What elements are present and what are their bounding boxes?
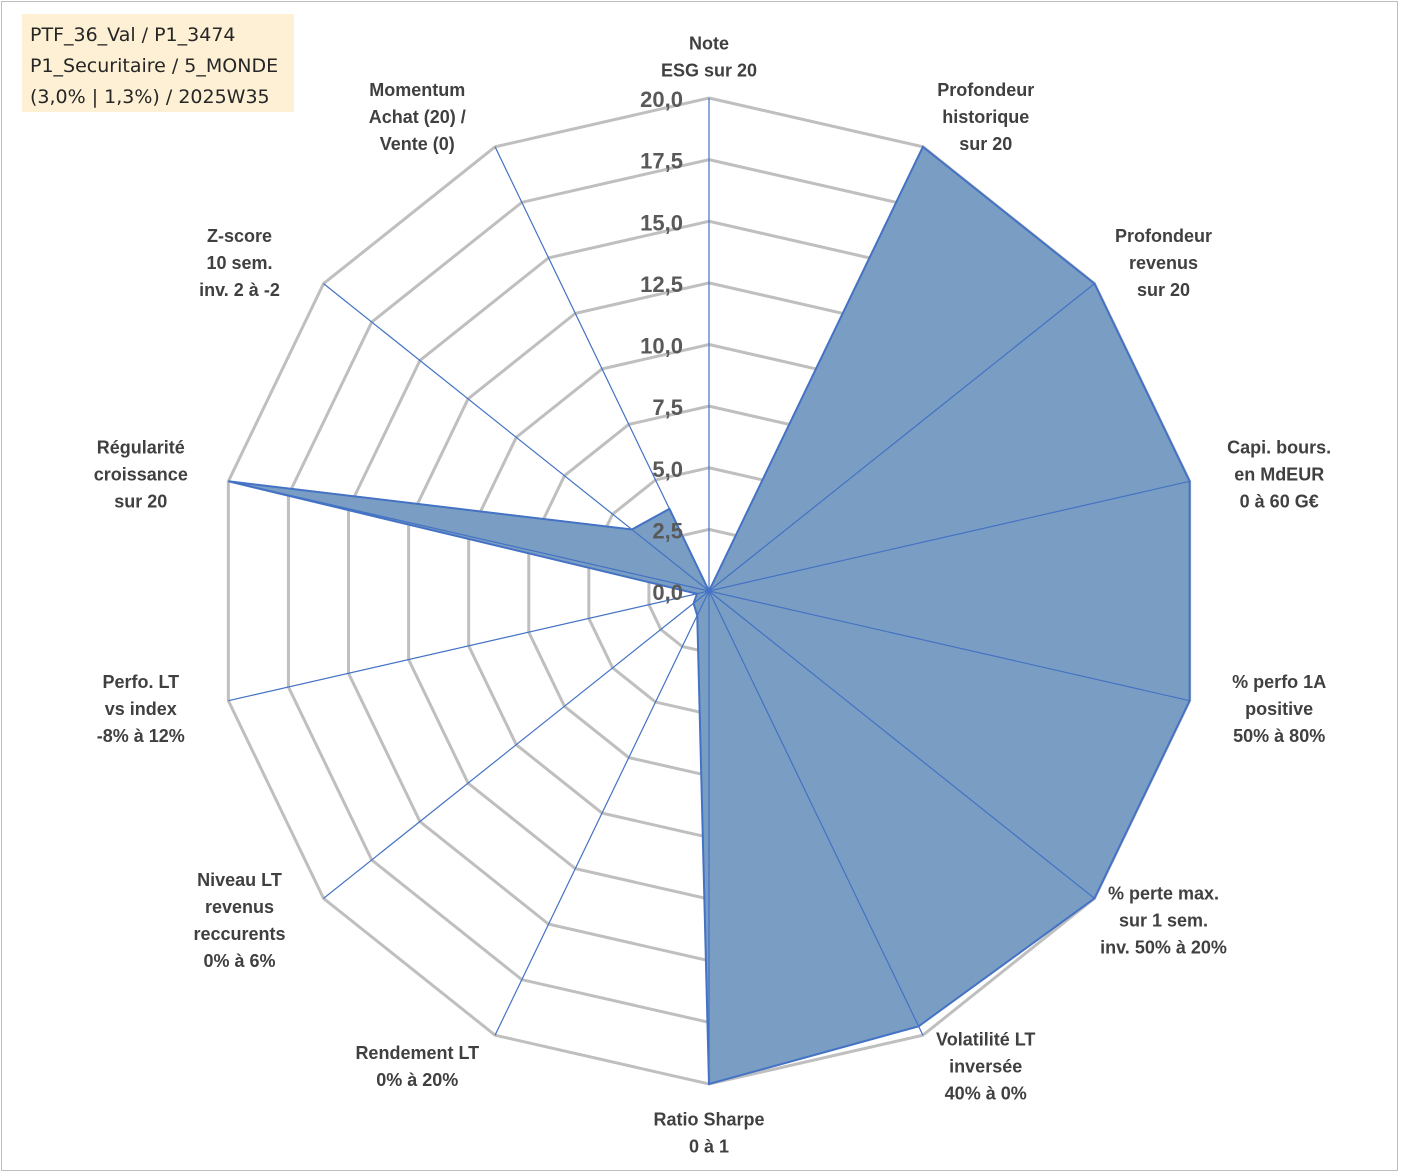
- axis-label-line: Rendement LT: [355, 1043, 479, 1063]
- axis-label-line: en MdEUR: [1234, 464, 1324, 484]
- info-line-period: (3,0% | 1,3%) / 2025W35: [30, 86, 270, 108]
- tick-label: 20,0: [640, 87, 683, 112]
- axis-label-line: Niveau LT: [197, 870, 282, 890]
- axis-label-line: inversée: [949, 1057, 1022, 1077]
- axis-label-line: Z-score: [207, 226, 272, 246]
- axis-label: Perfo. LT vs index -8% à 12%: [97, 672, 185, 746]
- axis-spoke: [323, 590, 710, 899]
- axis-label: Régularité croissance sur 20: [94, 437, 188, 511]
- axis-label-line: Régularité: [97, 437, 185, 457]
- axis-spoke: [708, 146, 924, 592]
- axis-label: % perfo 1A positive 50% à 80%: [1232, 672, 1326, 746]
- tick-label: 17,5: [640, 149, 683, 174]
- axis-label: Niveau LT revenus reccurents 0% à 6%: [193, 870, 285, 971]
- axis-label: % perte max. sur 1 sem. inv. 50% à 20%: [1100, 883, 1227, 957]
- axis-label-line: Ratio Sharpe: [653, 1109, 764, 1129]
- radar-tick-labels: 0,0 2,5 5,0 7,5 10,0 12,5 15,0 17,5 20,0: [640, 87, 683, 605]
- axis-spoke: [494, 146, 710, 592]
- tick-label: 12,5: [640, 272, 683, 297]
- axis-label: Note ESG sur 20: [661, 33, 757, 80]
- radar-spokes: [228, 98, 1190, 1084]
- info-line-portfolio: PTF_36_Val / P1_3474: [30, 24, 236, 46]
- axis-spoke: [708, 480, 1190, 592]
- axis-label-line: 40% à 0%: [945, 1084, 1027, 1104]
- axis-label-line: Profondeur: [1115, 226, 1212, 246]
- tick-label: 0,0: [652, 580, 683, 605]
- info-line-profile: P1_Securitaire / 5_MONDE: [30, 55, 279, 77]
- axis-label-line: Profondeur: [937, 80, 1034, 100]
- axis-label-line: Vente (0): [380, 134, 455, 154]
- axis-spoke: [228, 480, 710, 592]
- axis-label: Z-score 10 sem. inv. 2 à -2: [199, 226, 280, 300]
- axis-label: Profondeur historique sur 20: [937, 80, 1034, 154]
- tick-label: 10,0: [640, 334, 683, 359]
- axis-label-line: sur 20: [114, 491, 167, 511]
- axis-label: Ratio Sharpe 0 à 1: [653, 1109, 764, 1156]
- axis-label-line: -8% à 12%: [97, 726, 185, 746]
- axis-label-line: 50% à 80%: [1233, 726, 1325, 746]
- axis-label-line: 0% à 6%: [203, 951, 275, 971]
- portfolio-info-box: PTF_36_Val / P1_3474 P1_Securitaire / 5_…: [22, 14, 294, 112]
- axis-label-line: 0% à 20%: [376, 1070, 458, 1090]
- axis-label-line: revenus: [205, 897, 274, 917]
- axis-spoke: [708, 590, 1190, 702]
- tick-label: 15,0: [640, 210, 683, 235]
- axis-spoke: [708, 283, 1095, 592]
- axis-spoke: [228, 590, 710, 702]
- axis-label-line: vs index: [105, 699, 177, 719]
- axis-label: Profondeur revenus sur 20: [1115, 226, 1212, 300]
- axis-spoke: [708, 590, 1095, 899]
- axis-label-line: % perfo 1A: [1232, 672, 1326, 692]
- tick-label: 7,5: [652, 395, 683, 420]
- axis-label-line: Note: [689, 33, 729, 53]
- axis-label-line: sur 20: [959, 134, 1012, 154]
- axis-label-line: Volatilité LT: [936, 1030, 1035, 1050]
- axis-label-line: sur 20: [1137, 280, 1190, 300]
- axis-label-line: Momentum: [369, 80, 465, 100]
- axis-spoke: [323, 283, 710, 592]
- axis-label: Volatilité LT inversée 40% à 0%: [936, 1030, 1035, 1104]
- axis-label: Capi. bours. en MdEUR 0 à 60 G€: [1227, 437, 1331, 511]
- axis-label-line: inv. 50% à 20%: [1100, 937, 1227, 957]
- axis-label-line: Perfo. LT: [102, 672, 179, 692]
- axis-label-line: 0 à 60 G€: [1240, 491, 1319, 511]
- axis-label-line: Capi. bours.: [1227, 437, 1331, 457]
- axis-label-line: revenus: [1129, 253, 1198, 273]
- tick-label: 5,0: [652, 457, 683, 482]
- axis-label-line: sur 1 sem.: [1119, 910, 1208, 930]
- axis-label-line: % perte max.: [1108, 883, 1219, 903]
- axis-label-line: 0 à 1: [689, 1136, 729, 1156]
- axis-label-line: ESG sur 20: [661, 60, 757, 80]
- axis-label-line: inv. 2 à -2: [199, 280, 280, 300]
- axis-label-line: historique: [942, 107, 1029, 127]
- axis-spoke: [708, 590, 924, 1036]
- axis-label: Momentum Achat (20) / Vente (0): [369, 80, 466, 154]
- radar-axis-labels: Note ESG sur 20 Profondeur historique sur 20…: [94, 33, 1331, 1156]
- axis-label-line: croissance: [94, 464, 188, 484]
- axis-spoke: [494, 590, 710, 1036]
- axis-label: Rendement LT 0% à 20%: [355, 1043, 479, 1090]
- tick-label: 2,5: [652, 518, 683, 543]
- axis-label-line: Achat (20) /: [369, 107, 466, 127]
- axis-label-line: reccurents: [193, 924, 285, 944]
- axis-label-line: 10 sem.: [206, 253, 272, 273]
- axis-label-line: positive: [1245, 699, 1313, 719]
